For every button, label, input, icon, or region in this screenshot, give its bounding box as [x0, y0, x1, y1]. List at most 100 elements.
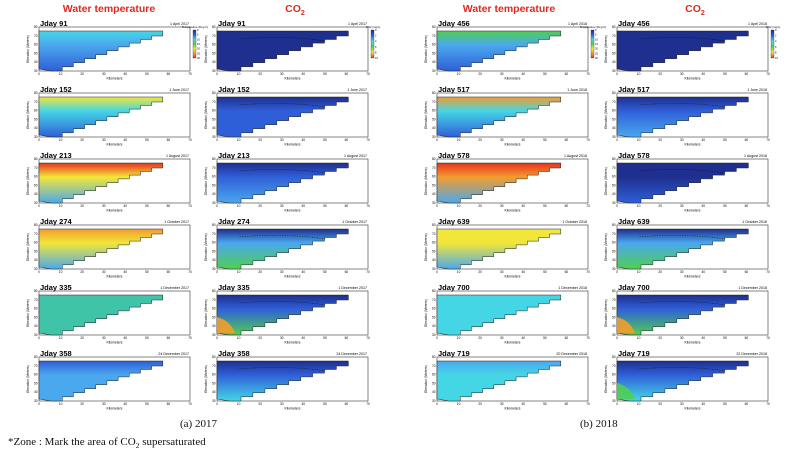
panel-co2: Jday 639 1 October 2018 80 70 60 50 40 30 0 10 20 3… — [600, 215, 775, 279]
y-tick-label: 40 — [212, 258, 216, 262]
y-tick-label: 40 — [432, 390, 436, 394]
date-label: 1 April 2017 — [348, 22, 367, 26]
y-tick-label: 30 — [432, 201, 436, 205]
x-axis-label: Kilometers — [284, 209, 300, 213]
reservoir-section — [616, 228, 749, 270]
panel-temperature: Jday 700 1 December 2018 80 70 60 50 40 30 0 10 20… — [420, 281, 595, 345]
x-tick-label: 20 — [80, 336, 84, 340]
y-tick-label: 30 — [34, 69, 38, 73]
zone-boundary — [239, 235, 326, 240]
y-tick-label: 30 — [34, 267, 38, 271]
y-tick-label: 70 — [612, 364, 616, 368]
y-tick-label: 80 — [34, 223, 38, 227]
x-axis-label: Kilometers — [106, 143, 122, 147]
x-tick-label: 70 — [188, 138, 192, 142]
y-tick-label: 70 — [612, 34, 616, 38]
y-axis-label: Elevation (Meters) — [604, 233, 608, 261]
y-tick-label: 80 — [432, 289, 436, 293]
panel-temperature: Jday 358 24 December 2017 80 70 60 50 40 30 0 10 2… — [22, 347, 197, 411]
x-axis-label: Kilometers — [684, 143, 700, 147]
panel-co2: Jday 358 24 December 2017 80 70 60 50 40 30 0 10 2… — [200, 347, 375, 411]
footnote: *Zone : Mark the area of CO2 supersatura… — [8, 436, 206, 451]
y-axis-label: Elevation (Meters) — [424, 233, 428, 261]
x-tick-label: 60 — [745, 270, 749, 274]
panel-temperature: Jday 517 1 June 2018 80 70 60 50 40 30 0 10 20 30 40… — [420, 83, 595, 147]
reservoir-section — [38, 162, 164, 204]
y-tick-label: 80 — [212, 25, 216, 29]
reservoir-section — [38, 294, 164, 336]
x-tick-label: 60 — [345, 72, 349, 76]
x-tick-label: 50 — [723, 204, 727, 208]
x-tick-label: 10 — [457, 336, 461, 340]
y-tick-label: 40 — [432, 258, 436, 262]
y-tick-label: 30 — [212, 399, 216, 403]
x-tick-label: 70 — [366, 336, 370, 340]
x-tick-label: 0 — [38, 72, 40, 76]
reservoir-section — [436, 96, 562, 138]
y-tick-label: 50 — [212, 381, 216, 385]
x-tick-label: 60 — [745, 336, 749, 340]
y-axis-label: Elevation (Meters) — [26, 35, 30, 63]
x-axis-label: Kilometers — [504, 341, 520, 345]
x-tick-label: 70 — [366, 72, 370, 76]
x-tick-label: 60 — [565, 138, 569, 142]
zone-boundary — [639, 367, 726, 372]
x-tick-label: 50 — [543, 204, 547, 208]
legend-title: Temperature (Deg C) — [580, 25, 606, 29]
y-tick-label: 70 — [34, 100, 38, 104]
y-tick-label: 30 — [212, 333, 216, 337]
y-tick-label: 50 — [34, 51, 38, 55]
y-tick-label: 60 — [432, 241, 436, 245]
x-tick-label: 20 — [658, 402, 662, 406]
y-tick-label: 40 — [432, 60, 436, 64]
x-tick-label: 70 — [766, 270, 770, 274]
x-tick-label: 10 — [237, 72, 241, 76]
x-tick-label: 50 — [323, 72, 327, 76]
y-tick-label: 40 — [212, 390, 216, 394]
date-label: 1 October 2017 — [164, 220, 189, 224]
legend-tick-label: 0 — [595, 28, 597, 32]
x-tick-label: 30 — [500, 402, 504, 406]
y-tick-label: 40 — [432, 126, 436, 130]
x-tick-label: 50 — [723, 402, 727, 406]
x-axis-label: Kilometers — [504, 407, 520, 411]
y-tick-label: 60 — [432, 307, 436, 311]
panel-temperature: Jday 456 1 April 2018 80 70 60 50 40 30 0 10 20 30 4… — [420, 17, 606, 81]
x-tick-label: 40 — [522, 72, 526, 76]
y-tick-label: 80 — [432, 91, 436, 95]
x-axis-label: Kilometers — [106, 209, 122, 213]
date-label: 1 August 2018 — [564, 154, 587, 158]
y-tick-label: 60 — [34, 43, 38, 47]
legend-tick-label: 10 — [375, 56, 378, 60]
x-tick-label: 10 — [237, 270, 241, 274]
legend-tick-label: 2 — [375, 34, 377, 38]
jday-label: Jday 700 — [438, 283, 470, 292]
x-axis-label: Kilometers — [284, 77, 300, 81]
y-tick-label: 30 — [34, 201, 38, 205]
supersaturated-zone — [617, 317, 635, 333]
date-label: 1 December 2018 — [738, 286, 767, 290]
legend-tick-label: 6 — [775, 45, 777, 49]
x-tick-label: 0 — [616, 138, 618, 142]
x-tick-label: 70 — [188, 402, 192, 406]
x-tick-label: 20 — [80, 402, 84, 406]
y-tick-label: 30 — [34, 135, 38, 139]
jday-label: Jday 700 — [618, 283, 650, 292]
jday-label: Jday 335 — [40, 283, 72, 292]
reservoir-section — [436, 294, 562, 336]
y-tick-label: 70 — [212, 364, 216, 368]
x-tick-label: 30 — [500, 138, 504, 142]
y-tick-label: 60 — [212, 307, 216, 311]
jday-label: Jday 91 — [218, 19, 246, 28]
y-tick-label: 40 — [612, 258, 616, 262]
x-tick-label: 20 — [80, 72, 84, 76]
x-tick-label: 0 — [216, 336, 218, 340]
x-axis-label: Kilometers — [684, 341, 700, 345]
y-tick-label: 50 — [34, 381, 38, 385]
reservoir-section — [216, 294, 349, 336]
x-tick-label: 40 — [702, 72, 706, 76]
x-tick-label: 0 — [616, 270, 618, 274]
x-tick-label: 30 — [280, 270, 284, 274]
y-tick-label: 30 — [432, 333, 436, 337]
